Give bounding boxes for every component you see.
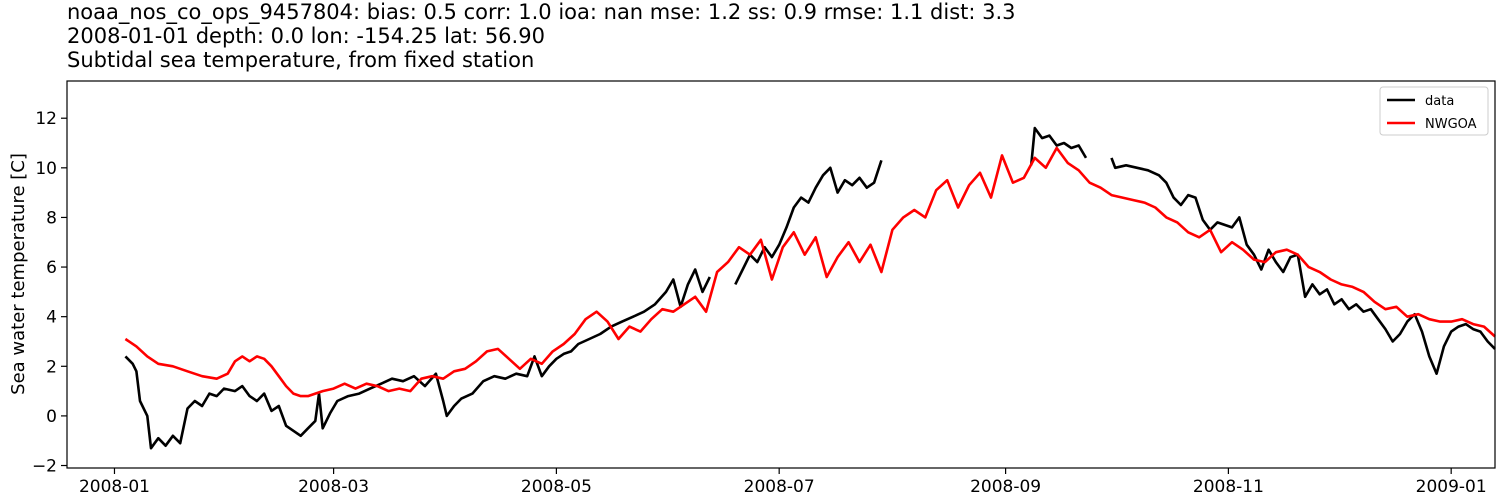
y-tick-label: −2 (32, 457, 57, 477)
legend-label-data: data (1425, 94, 1454, 109)
series-line-data-segment-2 (1029, 126, 1088, 166)
y-tick-label: 4 (46, 308, 57, 328)
y-tick-label: 2 (46, 357, 57, 377)
plot-frame (66, 80, 1496, 469)
series-line-data-segment-0 (124, 268, 711, 450)
chart-title-block: noaa_nos_co_ops_9457804: bias: 0.5 corr:… (67, 0, 1487, 72)
legend-label-nwgoa: NWGOA (1425, 117, 1477, 132)
y-axis-label: Sea water temperature [C] (8, 153, 29, 395)
y-tick-label: 6 (46, 258, 57, 278)
x-tick-label: 2008-03 (298, 477, 369, 497)
series-layer (124, 126, 1496, 450)
series-line-nwgoa-segment-0 (124, 146, 1496, 398)
y-tick-label: 12 (35, 109, 57, 129)
chart-subtitle-location: 2008-01-01 depth: 0.0 lon: -154.25 lat: … (67, 24, 545, 48)
x-tick-label: 2008-09 (970, 477, 1041, 497)
x-axis: 2008-01 2008-03 2008-05 2008-07 2008-09 2008-… (79, 468, 1487, 497)
y-tick-label: 10 (35, 159, 57, 179)
series-line-data-segment-1 (734, 159, 883, 285)
chart-subtitle-description: Subtidal sea temperature, from fixed sta… (67, 48, 535, 72)
chart-title: noaa_nos_co_ops_9457804: bias: 0.5 corr:… (67, 0, 1016, 24)
x-tick-label: 2009-01 (1416, 477, 1487, 497)
x-tick-label: 2008-07 (744, 477, 815, 497)
legend: data NWGOA (1379, 86, 1489, 136)
y-tick-label: 0 (46, 407, 57, 427)
x-tick-label: 2008-11 (1193, 477, 1264, 497)
x-tick-label: 2008-01 (79, 477, 150, 497)
y-tick-label: 8 (46, 208, 57, 228)
y-axis: −2 0 2 4 6 8 10 12 (32, 109, 67, 477)
x-tick-label: 2008-05 (521, 477, 592, 497)
series-line-data-segment-3 (1110, 157, 1496, 376)
